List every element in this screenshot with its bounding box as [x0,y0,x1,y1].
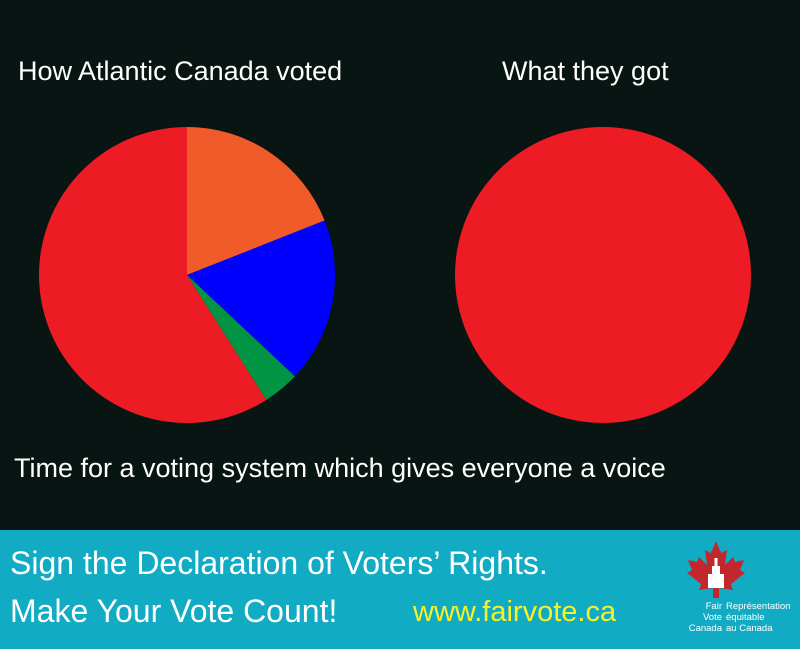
pie-chart-seats [455,127,751,423]
pie-slice-1 [187,127,325,275]
fair-vote-canada-logo: Fair Vote Canada Représentation équitabl… [668,540,794,644]
website-link[interactable]: www.fairvote.ca [413,596,617,628]
pie-slice-3 [187,275,295,400]
pie-slice-1 [455,127,751,423]
maple-leaf-icon [687,541,745,598]
pie-slice-4 [39,127,267,423]
logo-text-line: au Canada [726,623,773,634]
banner-headline: Sign the Declaration of Voters’ Rights. [10,545,548,581]
logo-text-line: Fair [705,601,722,612]
banner-call-to-action: Make Your Vote Count! [10,593,338,629]
logo-text-line: équitable [726,612,765,623]
pie-chart-votes [39,127,336,423]
logo-text-english: Fair Vote Canada [668,601,722,634]
logo-text-line: Vote [702,612,722,623]
pie-slice-2 [187,220,336,377]
footer-banner: Sign the Declaration of Voters’ Rights. … [0,530,800,649]
logo-text-line: Représentation [726,601,791,612]
chart-title-left: How Atlantic Canada voted [18,56,343,86]
chart-title-right: What they got [502,56,669,86]
tagline: Time for a voting system which gives eve… [14,453,666,483]
logo-text-line: Canada [688,623,722,634]
logo-text-french: Représentation équitable au Canada [726,601,790,634]
